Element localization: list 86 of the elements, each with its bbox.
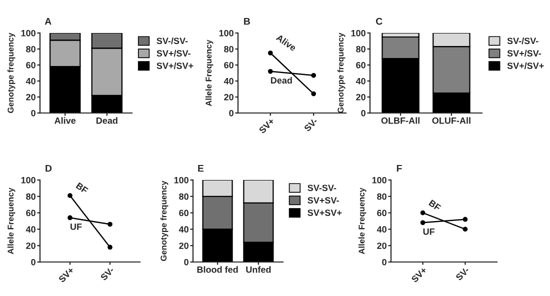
y-tick-label: 100 xyxy=(21,30,36,36)
y-tick-label: 60 xyxy=(356,62,366,68)
y-tick-label: 60 xyxy=(26,210,36,216)
y-tick-label: 80 xyxy=(377,193,386,200)
y-tick-label: 60 xyxy=(179,210,188,216)
y-tick-label: 80 xyxy=(26,46,36,52)
y-tick-label: 80 xyxy=(356,46,366,52)
y-axis-title: Genotype frequency xyxy=(337,32,346,113)
y-tick-label: 40 xyxy=(178,226,188,233)
y-tick-label: 20 xyxy=(179,242,188,249)
series-label: Dead xyxy=(271,76,292,84)
x-tick-label: SV+ xyxy=(410,266,428,283)
y-tick-label: 80 xyxy=(26,193,36,200)
point xyxy=(268,50,273,56)
chart-title: C xyxy=(376,18,382,25)
chart-title: E xyxy=(198,164,204,172)
x-tick-label: SV- xyxy=(304,118,318,132)
y-tick-label: 60 xyxy=(377,210,386,216)
y-tick-label: 100 xyxy=(21,176,36,184)
y-axis-title: Genotype frequency xyxy=(7,32,16,113)
x-tick-label: OLBF-All xyxy=(381,117,420,124)
series-label: UF xyxy=(423,228,435,235)
legend-label: SV-SV- xyxy=(308,184,336,192)
x-tick-label: SV- xyxy=(455,266,470,281)
y-axis-title: Genotype frequency xyxy=(160,180,168,261)
y-tick-label: 0 xyxy=(229,110,234,116)
y-tick-label: 100 xyxy=(174,176,188,184)
point xyxy=(462,226,468,232)
y-tick-label: 20 xyxy=(26,94,36,100)
y-tick-label: 100 xyxy=(219,30,234,36)
point xyxy=(108,244,112,250)
y-tick-label: 40 xyxy=(376,226,386,233)
x-tick-label: OLUF-All xyxy=(432,117,470,124)
y-tick-label: 0 xyxy=(382,258,386,266)
chart-title: B xyxy=(244,18,250,25)
x-tick-label: SV+ xyxy=(258,118,275,134)
y-tick-label: 20 xyxy=(26,242,36,249)
y-axis-title: Allele Frequency xyxy=(358,188,366,254)
y-tick-label: 100 xyxy=(372,176,386,184)
y-tick-label: 20 xyxy=(356,94,366,100)
x-tick-label: Alive xyxy=(54,117,76,124)
chart-title: F xyxy=(396,164,402,172)
x-tick-label: SV- xyxy=(100,266,114,281)
y-tick-label: 0 xyxy=(31,258,36,266)
text: BF xyxy=(76,182,88,194)
point xyxy=(108,222,112,227)
y-tick-label: 0 xyxy=(31,110,36,116)
y-tick-label: 0 xyxy=(184,258,188,266)
point xyxy=(462,216,468,222)
legend-label: SV+/SV- xyxy=(507,50,542,57)
x-tick-label: Unfed xyxy=(246,266,271,273)
y-tick-label: 60 xyxy=(26,62,36,68)
series-label: UF xyxy=(70,224,82,230)
y-tick-label: 100 xyxy=(351,30,366,36)
point xyxy=(268,68,273,74)
chart-title: D xyxy=(46,164,52,172)
x-tick-label: SV+ xyxy=(58,266,74,283)
legend-label: SV-/SV- xyxy=(156,37,188,44)
y-tick-label: 40 xyxy=(26,78,36,84)
legend-label: SV-/SV- xyxy=(507,37,538,44)
y-tick-label: 40 xyxy=(26,226,36,233)
x-tick-label: Blood fed xyxy=(197,266,238,273)
y-tick-label: 40 xyxy=(224,78,234,84)
y-tick-label: 80 xyxy=(224,46,234,52)
point xyxy=(420,210,426,216)
point xyxy=(68,193,72,198)
y-axis-title: Allele Frequency xyxy=(205,40,214,106)
point xyxy=(420,220,426,226)
x-tick-label: Dead xyxy=(96,117,118,124)
y-tick-label: 20 xyxy=(377,242,386,249)
y-tick-label: 80 xyxy=(179,193,188,200)
point xyxy=(311,91,316,96)
legend-label: SV+SV- xyxy=(308,197,339,204)
legend-label: SV+/SV+ xyxy=(507,62,544,70)
y-tick-label: 20 xyxy=(224,94,234,100)
chart-title: A xyxy=(44,18,52,25)
legend-label: SV+SV+ xyxy=(308,210,342,216)
y-tick-label: 40 xyxy=(356,78,366,84)
point xyxy=(68,215,72,220)
point xyxy=(311,72,316,78)
y-axis-title: Allele Frequency xyxy=(7,188,16,254)
legend-label: SV+/SV+ xyxy=(156,62,194,70)
text: BF xyxy=(428,200,442,212)
y-tick-label: 0 xyxy=(361,110,366,116)
y-tick-label: 60 xyxy=(224,62,234,68)
legend-label: SV+/SV- xyxy=(156,50,190,57)
